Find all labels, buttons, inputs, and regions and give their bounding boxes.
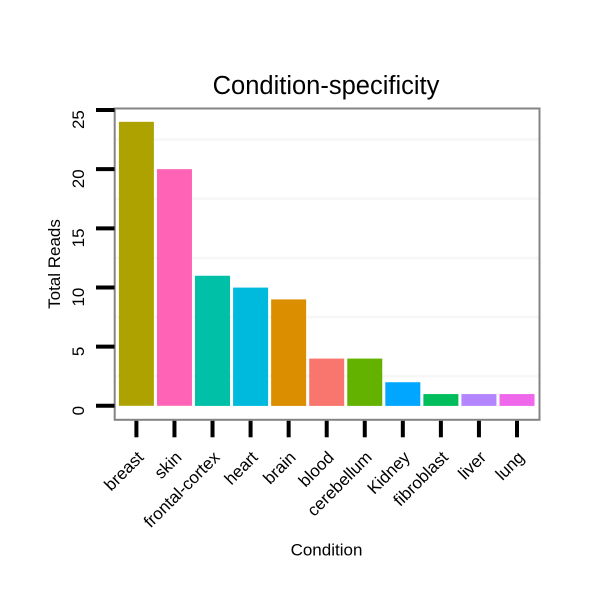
svg-text:5: 5	[69, 347, 88, 356]
svg-text:20: 20	[69, 169, 88, 188]
svg-text:Condition-specificity: Condition-specificity	[213, 72, 440, 100]
svg-text:15: 15	[69, 228, 88, 247]
svg-text:25: 25	[69, 110, 88, 129]
svg-text:10: 10	[69, 288, 88, 307]
svg-text:0: 0	[69, 406, 88, 415]
svg-text:Total Reads: Total Reads	[45, 219, 64, 309]
svg-text:Condition: Condition	[291, 540, 363, 559]
